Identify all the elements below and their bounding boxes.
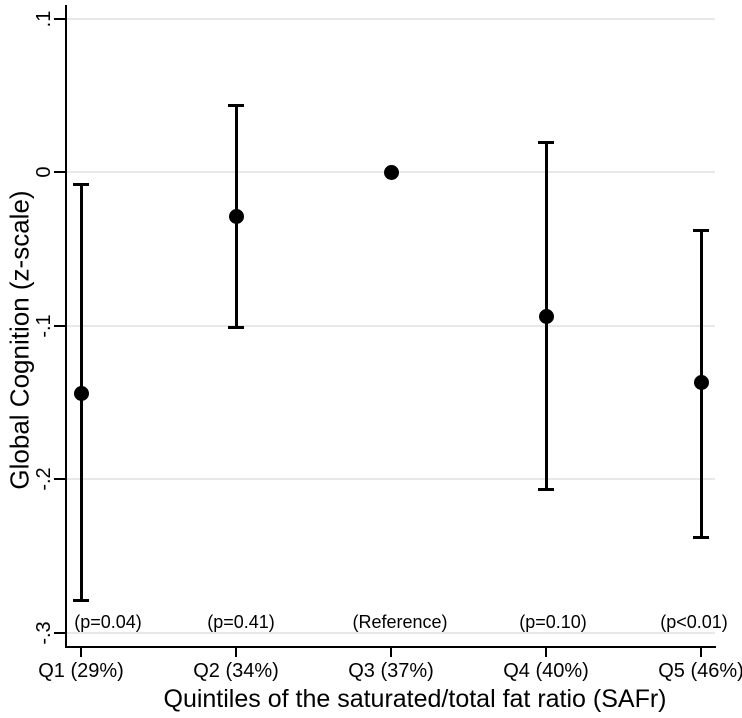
data-point	[383, 164, 399, 180]
y-gridline	[67, 324, 715, 327]
y-tick-mark	[54, 478, 65, 480]
error-bar-cap-upper	[693, 228, 709, 232]
y-axis-line	[65, 5, 67, 648]
y-tick-label: .1	[33, 10, 55, 27]
p-value-annotation: (p=0.10)	[519, 611, 587, 632]
error-bar-cap-lower	[538, 488, 554, 492]
error-bar-cap-lower	[228, 325, 244, 329]
x-axis-title: Quintiles of the saturated/total fat rat…	[163, 685, 667, 713]
x-tick-label: Q2 (34%)	[193, 660, 279, 682]
p-value-annotation: (p<0.01)	[660, 611, 728, 632]
y-tick-label: 0	[33, 166, 55, 178]
x-tick-mark	[80, 648, 82, 657]
error-bar-cap-upper	[73, 182, 89, 186]
data-point	[228, 209, 244, 224]
p-value-annotation: (p=0.04)	[74, 611, 142, 632]
y-tick-mark	[54, 171, 65, 173]
data-point	[693, 374, 709, 390]
y-gridline	[67, 631, 715, 634]
y-axis-title: Global Cognition (z-scale)	[4, 190, 35, 490]
y-tick-mark	[54, 324, 65, 327]
error-bar-cap-lower	[693, 535, 709, 539]
error-bar-cap-upper	[538, 141, 554, 145]
error-bar-cap-lower	[73, 598, 89, 602]
error-bar-cap-upper	[228, 104, 244, 108]
data-point	[538, 308, 554, 324]
x-tick-label: Q5 (46%)	[658, 660, 742, 682]
x-tick-label: Q3 (37%)	[348, 660, 434, 682]
x-tick-label: Q4 (40%)	[503, 660, 589, 682]
y-tick-mark	[54, 631, 65, 634]
x-tick-mark	[390, 648, 392, 657]
y-tick-label: -.2	[33, 467, 55, 491]
x-axis-line	[65, 646, 716, 648]
x-tick-label: Q1 (29%)	[38, 660, 124, 682]
y-tick-mark	[54, 17, 65, 20]
x-tick-mark	[700, 648, 702, 657]
x-tick-mark	[545, 648, 547, 657]
y-tick-label: -.1	[33, 313, 55, 338]
y-gridline	[67, 17, 715, 20]
data-point	[73, 385, 89, 401]
p-value-annotation: (p=0.41)	[207, 611, 275, 632]
y-tick-label: -.3	[33, 620, 55, 645]
y-gridline	[67, 478, 715, 480]
x-tick-mark	[235, 648, 237, 657]
p-value-annotation: (Reference)	[352, 611, 448, 632]
